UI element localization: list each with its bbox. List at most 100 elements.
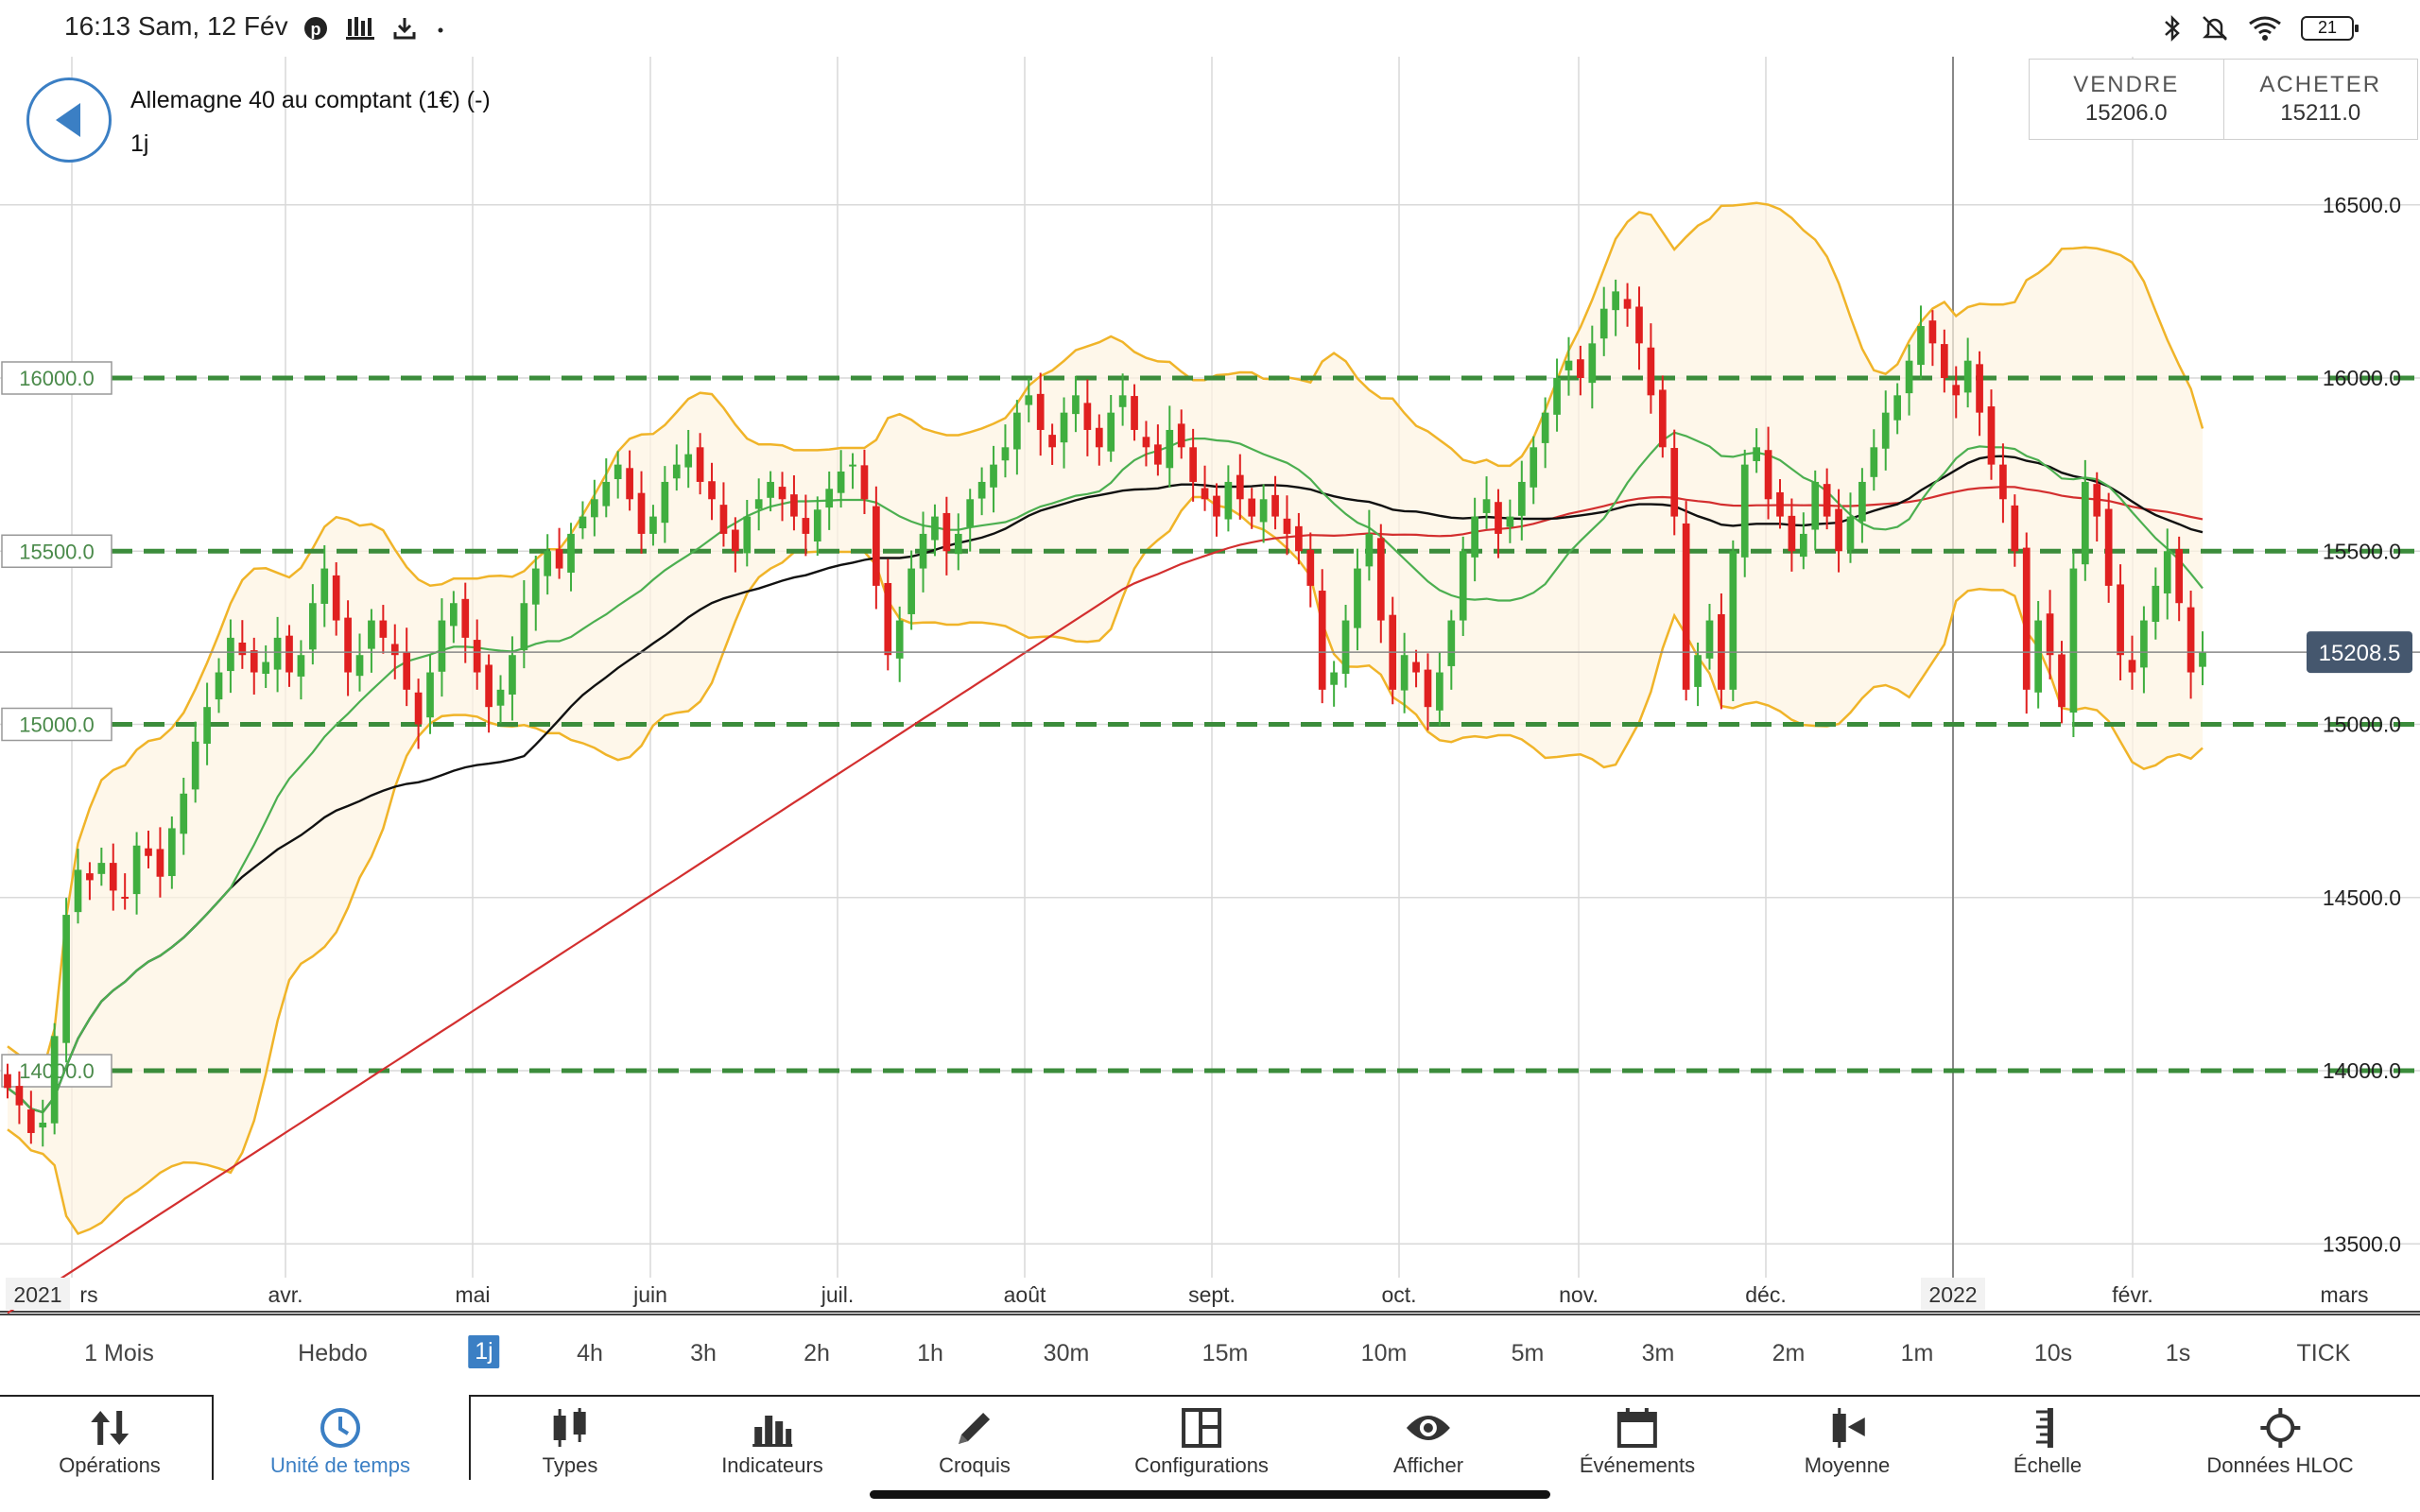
timeframe-15m[interactable]: 15m bbox=[1201, 1340, 1249, 1366]
candle bbox=[895, 606, 904, 682]
y-tick-label: 15000.0 bbox=[2323, 713, 2401, 737]
candle-body bbox=[485, 664, 493, 708]
timeframe-1m[interactable]: 1m bbox=[1900, 1340, 1934, 1366]
candle-body bbox=[50, 1036, 59, 1124]
back-button[interactable] bbox=[26, 77, 112, 163]
candle bbox=[966, 489, 975, 552]
candles bbox=[4, 279, 2206, 1147]
candle bbox=[332, 561, 340, 636]
candle-body bbox=[1647, 347, 1655, 396]
tool-time-unit[interactable]: Unité de temps bbox=[270, 1395, 410, 1484]
candle-body bbox=[1083, 403, 1092, 430]
candle bbox=[250, 637, 258, 695]
candle-body bbox=[837, 471, 845, 493]
candle bbox=[156, 827, 164, 898]
timeframe-1s[interactable]: 1s bbox=[2165, 1340, 2191, 1366]
timeframe-bar: 1 Mois Hebdo 1j 4h 3h 2h 1h 30m 15m 10m … bbox=[0, 1314, 2420, 1395]
tool-events[interactable]: Événements bbox=[1580, 1395, 1695, 1484]
candle bbox=[672, 444, 681, 491]
candle bbox=[26, 1091, 35, 1144]
candle bbox=[614, 451, 622, 499]
bell-off-icon bbox=[2202, 16, 2228, 41]
timeframe-1j[interactable]: 1j bbox=[468, 1335, 500, 1368]
candle-body bbox=[227, 637, 234, 672]
instrument-name[interactable]: Allemagne 40 au comptant (1€) (-) bbox=[130, 87, 491, 113]
candle bbox=[2069, 550, 2078, 738]
candle bbox=[1142, 421, 1150, 467]
candle bbox=[919, 511, 927, 593]
candle bbox=[1283, 495, 1291, 556]
candle bbox=[4, 1063, 11, 1099]
candle bbox=[379, 605, 388, 654]
timeframe-5m[interactable]: 5m bbox=[1511, 1340, 1545, 1366]
timeframe-10s[interactable]: 10s bbox=[2033, 1340, 2073, 1366]
level-label-box bbox=[1, 534, 112, 568]
tool-configurations[interactable]: Configurations bbox=[1134, 1395, 1269, 1484]
y-tick-label: 14500.0 bbox=[2323, 885, 2401, 910]
timeframe-30m[interactable]: 30m bbox=[1043, 1340, 1090, 1366]
tool-average[interactable]: Moyenne bbox=[1805, 1395, 1890, 1484]
candle bbox=[1682, 501, 1690, 701]
timeframe-3h[interactable]: 3h bbox=[690, 1340, 717, 1366]
candle-body bbox=[344, 617, 352, 673]
candle bbox=[649, 505, 657, 546]
bollinger-lower bbox=[7, 495, 2204, 1236]
buy-label: ACHETER bbox=[2259, 72, 2382, 97]
timeframe-hebdo[interactable]: Hebdo bbox=[298, 1340, 368, 1366]
tool-types[interactable]: Types bbox=[543, 1395, 597, 1484]
candle bbox=[860, 449, 869, 515]
tool-drawing[interactable]: Croquis bbox=[939, 1395, 1011, 1484]
candle bbox=[97, 847, 106, 886]
candle bbox=[227, 619, 234, 694]
x-tick-label: déc. bbox=[1745, 1282, 1786, 1307]
timeframe-tick[interactable]: TICK bbox=[2296, 1340, 2351, 1366]
ma-slow-line bbox=[7, 486, 2204, 1314]
candle-body bbox=[977, 481, 986, 499]
candle-body bbox=[954, 533, 962, 555]
candle-body bbox=[1142, 437, 1150, 448]
candle bbox=[837, 450, 845, 508]
clock-icon bbox=[320, 1408, 360, 1448]
horizontal-levels: 16000.0 15500.0 15000.0 14000.0 bbox=[1, 361, 2420, 1088]
candle bbox=[1506, 499, 1514, 543]
x-tick-label: août bbox=[1004, 1282, 1046, 1307]
sell-button[interactable]: VENDRE 15206.0 bbox=[2030, 60, 2223, 139]
candle-body bbox=[1788, 515, 1796, 552]
candle-body bbox=[426, 672, 434, 718]
candle bbox=[1705, 603, 1714, 670]
candle bbox=[579, 501, 587, 540]
candle bbox=[1459, 536, 1467, 637]
buy-button[interactable]: ACHETER 15211.0 bbox=[2222, 60, 2418, 139]
timeframe-4h[interactable]: 4h bbox=[577, 1340, 603, 1366]
candle bbox=[2034, 601, 2043, 709]
candle-body bbox=[754, 499, 763, 509]
tool-configurations-label: Configurations bbox=[1134, 1453, 1269, 1477]
timeframe-1h[interactable]: 1h bbox=[917, 1340, 943, 1366]
timeframe-1-mois[interactable]: 1 Mois bbox=[84, 1340, 154, 1366]
candle bbox=[1905, 344, 1913, 416]
price-chart[interactable]: 16000.015500.015000.014000.015208.516500… bbox=[0, 57, 2420, 1314]
tool-indicators[interactable]: Indicateurs bbox=[721, 1395, 823, 1484]
candle-body bbox=[966, 499, 975, 527]
tool-display[interactable]: Afficher bbox=[1393, 1395, 1463, 1484]
candle-body bbox=[520, 603, 528, 651]
candle bbox=[1213, 483, 1220, 537]
tool-hloc-data[interactable]: Données HLOC bbox=[2206, 1395, 2354, 1484]
candle bbox=[285, 625, 293, 687]
tool-operations[interactable]: Opérations bbox=[59, 1395, 161, 1484]
timeframe-3m[interactable]: 3m bbox=[1641, 1340, 1675, 1366]
tool-events-label: Événements bbox=[1579, 1453, 1696, 1477]
candle-body bbox=[1306, 549, 1315, 586]
candle bbox=[509, 636, 516, 721]
timeframe-2m[interactable]: 2m bbox=[1772, 1340, 1806, 1366]
timeframe-10m[interactable]: 10m bbox=[1360, 1340, 1408, 1366]
candle-body bbox=[672, 464, 681, 479]
candle-body bbox=[203, 707, 211, 745]
tool-scale[interactable]: Échelle bbox=[2014, 1395, 2082, 1484]
candle-body bbox=[1870, 447, 1878, 477]
timeframe-2h[interactable]: 2h bbox=[804, 1340, 830, 1366]
candle bbox=[191, 721, 199, 803]
candle-body bbox=[1107, 412, 1115, 452]
candle-body bbox=[2104, 508, 2113, 586]
candle-body bbox=[1553, 378, 1561, 415]
